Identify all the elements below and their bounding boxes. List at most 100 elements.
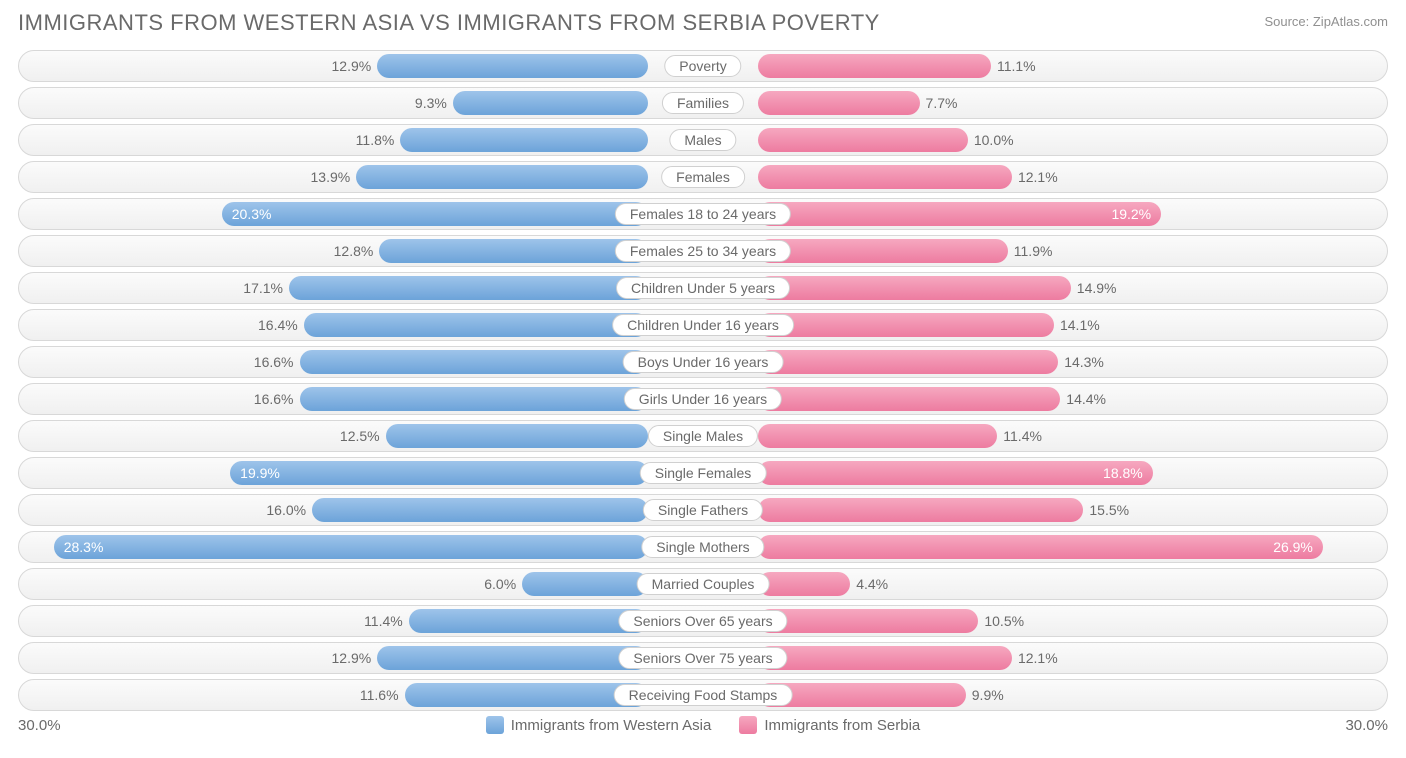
bar-left (405, 683, 649, 707)
chart-row: 9.3%7.7%Families (18, 87, 1388, 119)
chart-area: 12.9%11.1%Poverty9.3%7.7%Families11.8%10… (18, 50, 1388, 711)
value-left: 12.5% (340, 420, 386, 452)
chart-row: 11.4% 10.5% Seniors Over 65 years (18, 605, 1388, 637)
category-label: Children Under 16 years (612, 314, 794, 336)
category-label: Poverty (664, 55, 741, 77)
half-right: 9.9% (703, 679, 1388, 711)
value-left: 16.6% (254, 346, 300, 378)
category-label: Children Under 5 years (616, 277, 790, 299)
bar-left (304, 313, 649, 337)
chart-row: 20.3%19.2%Females 18 to 24 years (18, 198, 1388, 230)
half-right: 12.1% (703, 642, 1388, 674)
value-left: 12.8% (334, 235, 380, 267)
category-label: Boys Under 16 years (623, 351, 784, 373)
category-label: Single Fathers (643, 499, 763, 521)
bar-right (758, 165, 1012, 189)
legend: Immigrants from Western Asia Immigrants … (78, 716, 1328, 734)
footer: 30.0% Immigrants from Western Asia Immig… (18, 716, 1388, 734)
chart-title: IMMIGRANTS FROM WESTERN ASIA VS IMMIGRAN… (18, 10, 880, 36)
category-label: Single Males (648, 425, 758, 447)
half-right: 15.5% (703, 494, 1388, 526)
value-left: 16.0% (266, 494, 312, 526)
legend-label-right: Immigrants from Serbia (764, 717, 920, 734)
bar-right (758, 239, 1008, 263)
bar-left (356, 165, 648, 189)
half-right: 12.1% (703, 161, 1388, 193)
value-right: 10.5% (978, 605, 1024, 637)
value-left: 20.3% (222, 198, 648, 230)
half-left: 11.6% (18, 679, 703, 711)
category-label: Seniors Over 75 years (618, 647, 787, 669)
category-label: Females 18 to 24 years (615, 203, 791, 225)
value-right: 26.9% (758, 531, 1323, 563)
bar-left (453, 91, 648, 115)
chart-row: 16.0% 15.5% Single Fathers (18, 494, 1388, 526)
half-left: 28.3% (18, 531, 703, 563)
chart-row: 16.6% 14.3%Boys Under 16 years (18, 346, 1388, 378)
chart-row: 13.9%12.1%Females (18, 161, 1388, 193)
value-right: 4.4% (850, 568, 888, 600)
half-left: 17.1% (18, 272, 703, 304)
bar-left (386, 424, 649, 448)
value-right: 7.7% (920, 87, 958, 119)
bar-left (300, 387, 649, 411)
chart-row: 6.0%4.4%Married Couples (18, 568, 1388, 600)
chart-row: 16.6%14.4%Girls Under 16 years (18, 383, 1388, 415)
half-left: 16.6% (18, 346, 703, 378)
value-right: 11.1% (991, 50, 1036, 82)
value-right: 11.9% (1008, 235, 1053, 267)
bar-right (758, 572, 850, 596)
value-left: 11.8% (356, 124, 401, 156)
half-left: 9.3% (18, 87, 703, 119)
bar-right (758, 646, 1012, 670)
value-right: 15.5% (1083, 494, 1129, 526)
bar-left (300, 350, 649, 374)
half-right: 10.0% (703, 124, 1388, 156)
half-right: 11.1% (703, 50, 1388, 82)
category-label: Males (669, 129, 736, 151)
legend-swatch-blue (486, 716, 504, 734)
half-left: 11.4% (18, 605, 703, 637)
value-right: 9.9% (966, 679, 1004, 711)
value-left: 11.6% (360, 679, 405, 711)
half-left: 16.0% (18, 494, 703, 526)
chart-row: 12.8% 11.9% Females 25 to 34 years (18, 235, 1388, 267)
half-left: 6.0% (18, 568, 703, 600)
bar-left (377, 646, 648, 670)
half-left: 12.5% (18, 420, 703, 452)
value-right: 14.4% (1060, 383, 1106, 415)
chart-row: 17.1% 14.9% Children Under 5 years (18, 272, 1388, 304)
category-label: Girls Under 16 years (624, 388, 782, 410)
bar-left (379, 239, 648, 263)
category-label: Females 25 to 34 years (615, 240, 791, 262)
chart-row: 11.8% 10.0% Males (18, 124, 1388, 156)
category-label: Receiving Food Stamps (614, 684, 793, 706)
legend-swatch-pink (739, 716, 757, 734)
value-left: 19.9% (230, 457, 648, 489)
bar-left (377, 54, 648, 78)
chart-row: 19.9%18.8%Single Females (18, 457, 1388, 489)
value-right: 18.8% (758, 457, 1153, 489)
value-left: 17.1% (243, 272, 289, 304)
bar-right (758, 54, 991, 78)
half-right: 14.3% (703, 346, 1388, 378)
value-right: 14.9% (1071, 272, 1117, 304)
value-left: 16.4% (258, 309, 304, 341)
chart-row: 28.3%26.9%Single Mothers (18, 531, 1388, 563)
bar-right (758, 498, 1084, 522)
value-left: 9.3% (415, 87, 453, 119)
half-left: 11.8% (18, 124, 703, 156)
value-right: 10.0% (968, 124, 1014, 156)
bar-right (758, 313, 1054, 337)
category-label: Seniors Over 65 years (618, 610, 787, 632)
value-left: 6.0% (484, 568, 522, 600)
half-right: 14.4% (703, 383, 1388, 415)
axis-max-left: 30.0% (18, 717, 78, 734)
bar-right (758, 387, 1060, 411)
chart-row: 11.6% 9.9% Receiving Food Stamps (18, 679, 1388, 711)
value-right: 14.1% (1054, 309, 1100, 341)
half-right: 26.9% (703, 531, 1388, 563)
header: IMMIGRANTS FROM WESTERN ASIA VS IMMIGRAN… (18, 10, 1388, 36)
half-right: 7.7% (703, 87, 1388, 119)
value-left: 12.9% (332, 50, 378, 82)
